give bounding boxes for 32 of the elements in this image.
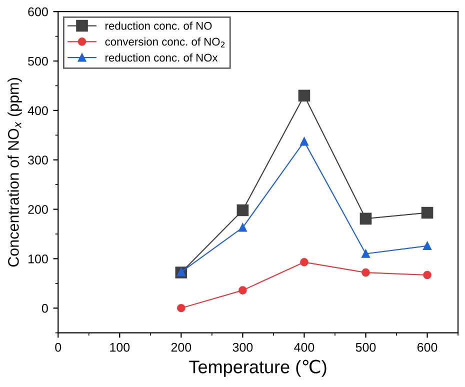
y-axis-title: Concentration of NO$_{x}$ (ppm) <box>8 78 22 267</box>
point <box>423 270 432 280</box>
point <box>362 268 370 277</box>
y-tick-label: 100 <box>28 254 48 264</box>
point <box>177 304 186 312</box>
y-tick-label: 300 <box>28 156 48 165</box>
point <box>360 212 372 225</box>
y-tick-label: 200 <box>28 205 48 214</box>
x-tick-label: 200 <box>171 342 192 352</box>
point <box>423 242 432 250</box>
x-tick-label: 400 <box>294 342 314 352</box>
point <box>236 204 249 216</box>
point <box>238 286 247 294</box>
point <box>362 250 370 258</box>
point <box>300 258 308 266</box>
x-tick-label: 500 <box>356 342 376 352</box>
y-tick-label: 0 <box>42 304 48 313</box>
legend-label: reduction conc. of NOx <box>106 53 218 62</box>
x-tick-label: 100 <box>110 342 130 352</box>
y-tick-label: 500 <box>28 56 48 66</box>
x-axis-title: Temperature (℃) <box>189 360 326 377</box>
y-tick-label: 600 <box>28 7 48 16</box>
point <box>421 206 434 219</box>
point <box>298 90 310 102</box>
legend-label: conversion conc. of NO$_{2}$ <box>105 37 225 48</box>
x-tick-label: 0 <box>55 342 62 352</box>
x-tick-label: 600 <box>417 342 438 352</box>
y-tick-label: 400 <box>28 106 48 116</box>
point <box>300 137 308 146</box>
point <box>238 223 247 232</box>
x-tick-label: 300 <box>232 342 253 352</box>
legend-label: reduction conc. of NO <box>106 22 212 30</box>
